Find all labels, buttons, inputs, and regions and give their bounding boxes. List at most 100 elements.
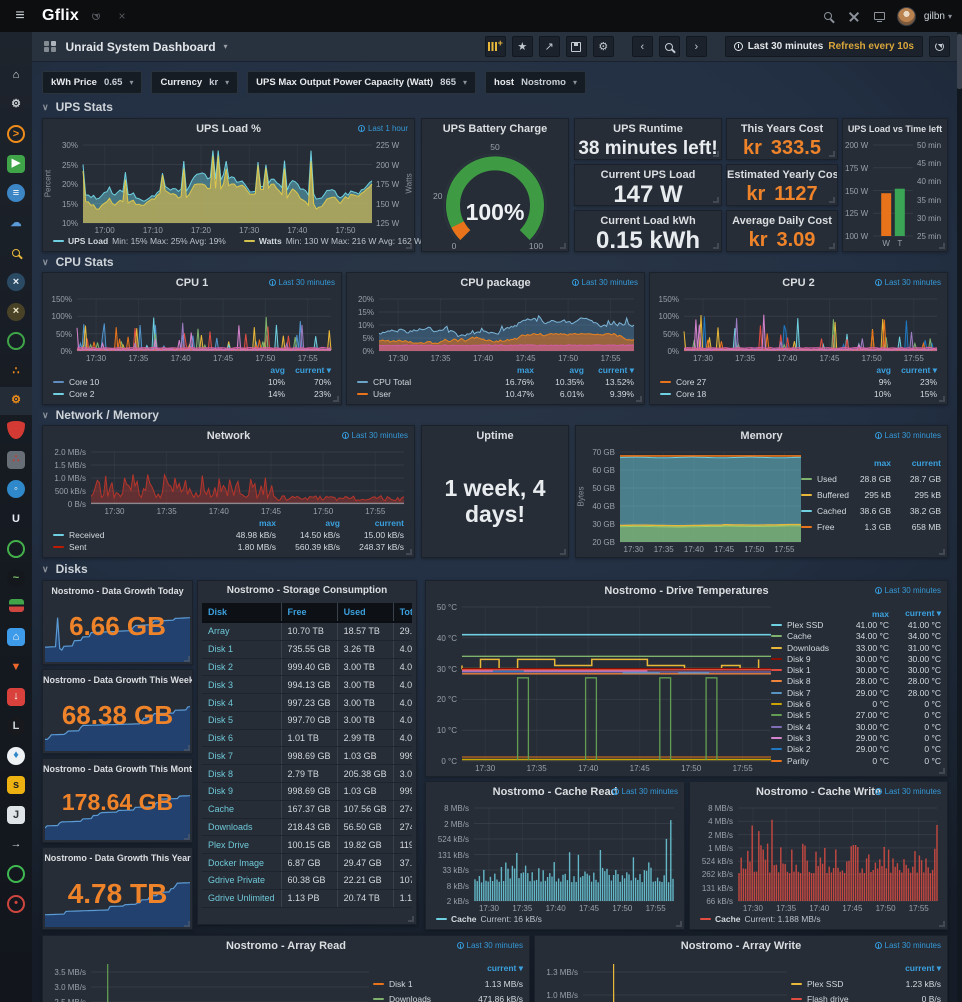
app-shield-icon[interactable] xyxy=(7,421,25,440)
app-gear-active-icon[interactable]: ⚙ xyxy=(0,386,32,415)
app-cross-blue-icon[interactable]: × xyxy=(7,273,25,292)
legend-row[interactable]: Parity 0 °C 0 °C xyxy=(771,755,941,766)
cloud-app-icon[interactable]: ☁ xyxy=(10,216,22,229)
legend-column-header[interactable]: max xyxy=(516,365,534,375)
row-header-ups-stats[interactable]: ∨ UPS Stats xyxy=(42,100,113,114)
dashboard-title[interactable]: Unraid System Dashboard xyxy=(65,39,216,54)
resize-handle[interactable] xyxy=(939,396,945,402)
legend-column-header[interactable]: current ▾ xyxy=(487,963,523,973)
panel-title[interactable]: CPU package xyxy=(460,277,531,289)
legend-column-header[interactable]: current ▾ xyxy=(905,608,941,619)
panel-title[interactable]: Nostromo - Array Read xyxy=(225,940,346,952)
resize-handle[interactable] xyxy=(676,921,682,927)
legend-row[interactable]: CPU Total 16.76% 10.35% 13.52% xyxy=(357,376,634,388)
legend-column-header[interactable]: current xyxy=(911,458,941,468)
refresh-button[interactable] xyxy=(929,36,950,57)
row-header-network-memory[interactable]: ∨ Network / Memory xyxy=(42,408,159,422)
time-forward-button[interactable]: › xyxy=(685,36,707,57)
panel-title[interactable]: UPS Load vs Time left xyxy=(847,124,943,134)
legend-column-header[interactable]: max xyxy=(258,518,276,528)
legend-row[interactable]: Received 48.98 kB/s 14.50 kB/s 15.00 kB/s xyxy=(53,529,404,541)
legend-row[interactable]: Core 10 10% 70% xyxy=(53,376,331,388)
app-green-ring2-icon[interactable] xyxy=(7,539,25,558)
panel-title[interactable]: This Years Cost xyxy=(740,123,824,135)
legend-item[interactable]: UPS Load Min: 15% Max: 25% Avg: 19% xyxy=(53,236,226,246)
legend-column-header[interactable]: current ▾ xyxy=(295,364,331,375)
legend-row[interactable]: Plex SSD 41.00 °C 41.00 °C xyxy=(771,619,941,630)
app-gitlab-icon[interactable]: ▼ xyxy=(10,660,22,673)
app-blue-stack-icon[interactable]: ≡ xyxy=(7,184,25,203)
panel-title[interactable]: Nostromo - Data Growth This Month xyxy=(43,764,192,774)
panel-title[interactable]: Nostromo - Data Growth This Year xyxy=(44,853,191,863)
legend-column-header[interactable]: current xyxy=(374,518,404,528)
scrollbar[interactable] xyxy=(957,32,962,1002)
app-sab-icon[interactable]: s xyxy=(7,776,25,795)
legend-row[interactable]: Cached 38.6 GB 38.2 GB xyxy=(801,503,941,519)
resize-handle[interactable] xyxy=(939,549,945,555)
legend-row[interactable]: Disk 9 30.00 °C 30.00 °C xyxy=(771,653,941,664)
legend-row[interactable]: Downloads 33.00 °C 31.00 °C xyxy=(771,642,941,653)
resize-handle[interactable] xyxy=(713,243,719,249)
panel-title[interactable]: Nostromo - Data Growth This Week xyxy=(43,675,192,685)
legend-row[interactable]: Downloads 471.86 kB/s xyxy=(373,991,523,1002)
resize-handle[interactable] xyxy=(406,549,412,555)
time-picker-button[interactable]: Last 30 minutes Refresh every 10s xyxy=(724,36,923,57)
legend-item[interactable]: Cache Current: 16 kB/s xyxy=(436,914,542,924)
panel-title[interactable]: Nostromo - Drive Temperatures xyxy=(604,585,769,597)
tab-refresh-icon[interactable] xyxy=(87,7,105,25)
resize-handle[interactable] xyxy=(713,197,719,203)
save-button[interactable] xyxy=(565,36,587,57)
legend-column-header[interactable]: avg xyxy=(569,365,584,375)
variable-currency[interactable]: Currency kr ▾ xyxy=(151,71,239,94)
legend-row[interactable]: Disk 1 1.13 MB/s xyxy=(373,976,523,991)
app-jackett-icon[interactable]: J xyxy=(7,806,25,824)
panel-title[interactable]: Nostromo - Data Growth Today xyxy=(51,586,184,596)
legend-row[interactable]: Flash drive 0 B/s xyxy=(791,991,941,1002)
resize-handle[interactable] xyxy=(939,768,945,774)
panel-title[interactable]: Nostromo - Storage Consumption xyxy=(226,585,388,596)
column-header-disk[interactable]: Disk xyxy=(202,603,282,623)
star-button[interactable]: ★ xyxy=(511,36,533,57)
legend-column-header[interactable]: avg xyxy=(325,518,340,528)
variable-ups-max-output[interactable]: UPS Max Output Power Capacity (Watt) 865 ▾ xyxy=(247,71,477,94)
legend-row[interactable]: Core 2 14% 23% xyxy=(53,388,331,400)
column-header-free[interactable]: Free xyxy=(280,603,338,623)
user-avatar[interactable] xyxy=(896,6,916,26)
legend-row[interactable]: Core 27 9% 23% xyxy=(660,376,937,388)
legend-row[interactable]: Disk 7 29.00 °C 28.00 °C xyxy=(771,687,941,698)
legend-row[interactable]: User 10.47% 6.01% 9.39% xyxy=(357,388,634,400)
app-brand[interactable]: Gflix xyxy=(42,7,80,24)
resize-handle[interactable] xyxy=(636,396,642,402)
resize-handle[interactable] xyxy=(713,151,719,157)
legend-column-header[interactable]: max xyxy=(873,458,891,468)
resize-handle[interactable] xyxy=(560,243,566,249)
legend-row[interactable]: Buffered 295 kB 295 kB xyxy=(801,487,941,503)
fullscreen-icon[interactable] xyxy=(845,7,863,25)
zoom-out-button[interactable] xyxy=(658,36,680,57)
app-green-ring-icon[interactable] xyxy=(7,332,25,351)
legend-row[interactable]: Disk 1 30.00 °C 30.00 °C xyxy=(771,664,941,675)
resize-handle[interactable] xyxy=(184,921,190,927)
app-trakt-icon[interactable]: • xyxy=(7,894,25,913)
resize-handle[interactable] xyxy=(829,197,835,203)
panel-title[interactable]: Average Daily Cost xyxy=(732,215,832,227)
panel-title[interactable]: Current Load kWh xyxy=(600,215,696,227)
resize-handle[interactable] xyxy=(939,243,945,249)
legend-row[interactable]: Disk 4 30.00 °C 0 °C xyxy=(771,721,941,732)
row-header-cpu-stats[interactable]: ∨ CPU Stats xyxy=(42,255,114,269)
resize-handle[interactable] xyxy=(939,921,945,927)
legend-row[interactable]: Disk 8 28.00 °C 28.00 °C xyxy=(771,676,941,687)
panel-title[interactable]: Nostromo - Cache Read xyxy=(492,786,618,798)
app-homeassistant-icon[interactable]: ⌂ xyxy=(7,628,25,647)
panel-title[interactable]: Network xyxy=(206,430,251,442)
app-cross-gold-icon[interactable]: × xyxy=(7,302,25,321)
panel-title[interactable]: CPU 1 xyxy=(175,277,209,289)
legend-item[interactable]: Watts Min: 130 W Max: 216 W Avg: 162 W xyxy=(243,236,422,246)
tab-close-icon[interactable]: × xyxy=(118,9,126,23)
legend-row[interactable]: Disk 3 29.00 °C 0 °C xyxy=(771,732,941,743)
legend-row[interactable]: Disk 2 29.00 °C 0 °C xyxy=(771,744,941,755)
legend-row[interactable]: Free 1.3 GB 658 MB xyxy=(801,519,941,535)
legend-row[interactable]: Disk 6 0 °C 0 °C xyxy=(771,698,941,709)
variable-host[interactable]: host Nostromo ▾ xyxy=(485,71,586,94)
kiosk-icon[interactable] xyxy=(871,7,889,25)
